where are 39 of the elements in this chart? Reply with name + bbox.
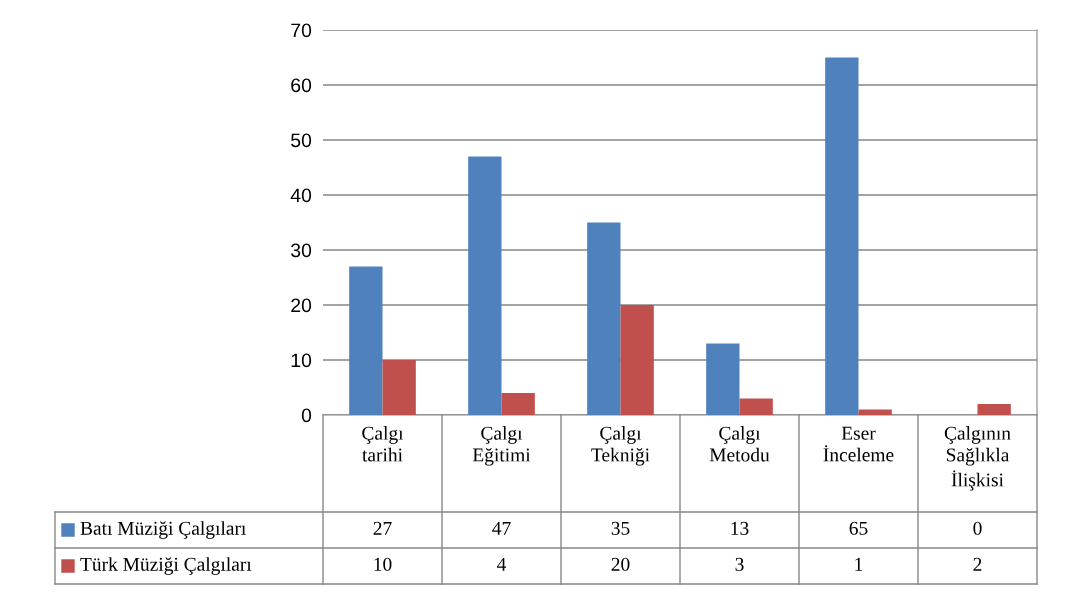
data-label: 4	[497, 557, 507, 571]
data-label: 20	[611, 557, 630, 571]
data-label: 47	[492, 521, 511, 535]
data-label: 2	[973, 557, 982, 571]
bar	[382, 360, 416, 415]
bar	[858, 409, 892, 415]
bar	[349, 266, 383, 415]
data-label: 10	[374, 557, 392, 571]
x-tick-label: Çalgı Eğitimi	[472, 426, 531, 466]
data-label: 0	[973, 521, 982, 535]
x-tick-label: Çalgının Sağlıkla İlişkisi	[944, 426, 1011, 491]
bar	[739, 398, 773, 415]
x-tick-label: Çalgı tarihi	[362, 426, 404, 462]
bar	[977, 404, 1011, 415]
y-tick-label: 50	[291, 133, 312, 148]
bar	[825, 57, 859, 415]
data-label: 35	[611, 521, 630, 535]
y-tick-label: 60	[291, 78, 312, 93]
y-tick-label: 0	[301, 408, 312, 423]
x-tick-label: Çalgı Tekniği	[591, 426, 650, 466]
y-tick-label: 40	[290, 188, 312, 203]
y-tick-label: 30	[291, 243, 312, 258]
bar	[620, 305, 654, 415]
bar	[468, 156, 502, 415]
data-label: 65	[849, 521, 868, 535]
bar	[501, 393, 535, 415]
bar	[587, 222, 621, 415]
y-tick-label: 20	[291, 298, 312, 313]
data-label: 27	[373, 521, 392, 535]
y-tick-label: 70	[291, 23, 312, 38]
legend-label: Batı Müziği Çalgıları	[80, 521, 246, 539]
y-tick-label: 10	[291, 353, 312, 368]
data-label: 13	[731, 521, 749, 535]
bar	[706, 343, 740, 415]
x-tick-label: Çalgı Metodu	[709, 426, 770, 462]
legend-label: Türk Müziği Çalgıları	[80, 557, 252, 575]
x-tick-label: Eser İnceleme	[823, 426, 894, 462]
data-label: 3	[735, 557, 744, 571]
data-label: 1	[855, 557, 863, 571]
